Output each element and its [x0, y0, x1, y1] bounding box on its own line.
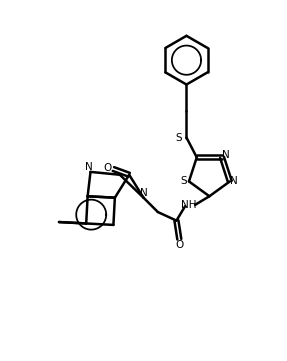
Text: NH: NH [181, 200, 197, 210]
Text: O: O [175, 240, 183, 250]
Text: N: N [222, 149, 229, 160]
Text: N: N [230, 177, 238, 186]
Text: N: N [139, 187, 148, 197]
Text: S: S [175, 132, 182, 143]
Text: N: N [85, 162, 93, 172]
Text: O: O [104, 162, 112, 173]
Text: S: S [181, 177, 187, 186]
